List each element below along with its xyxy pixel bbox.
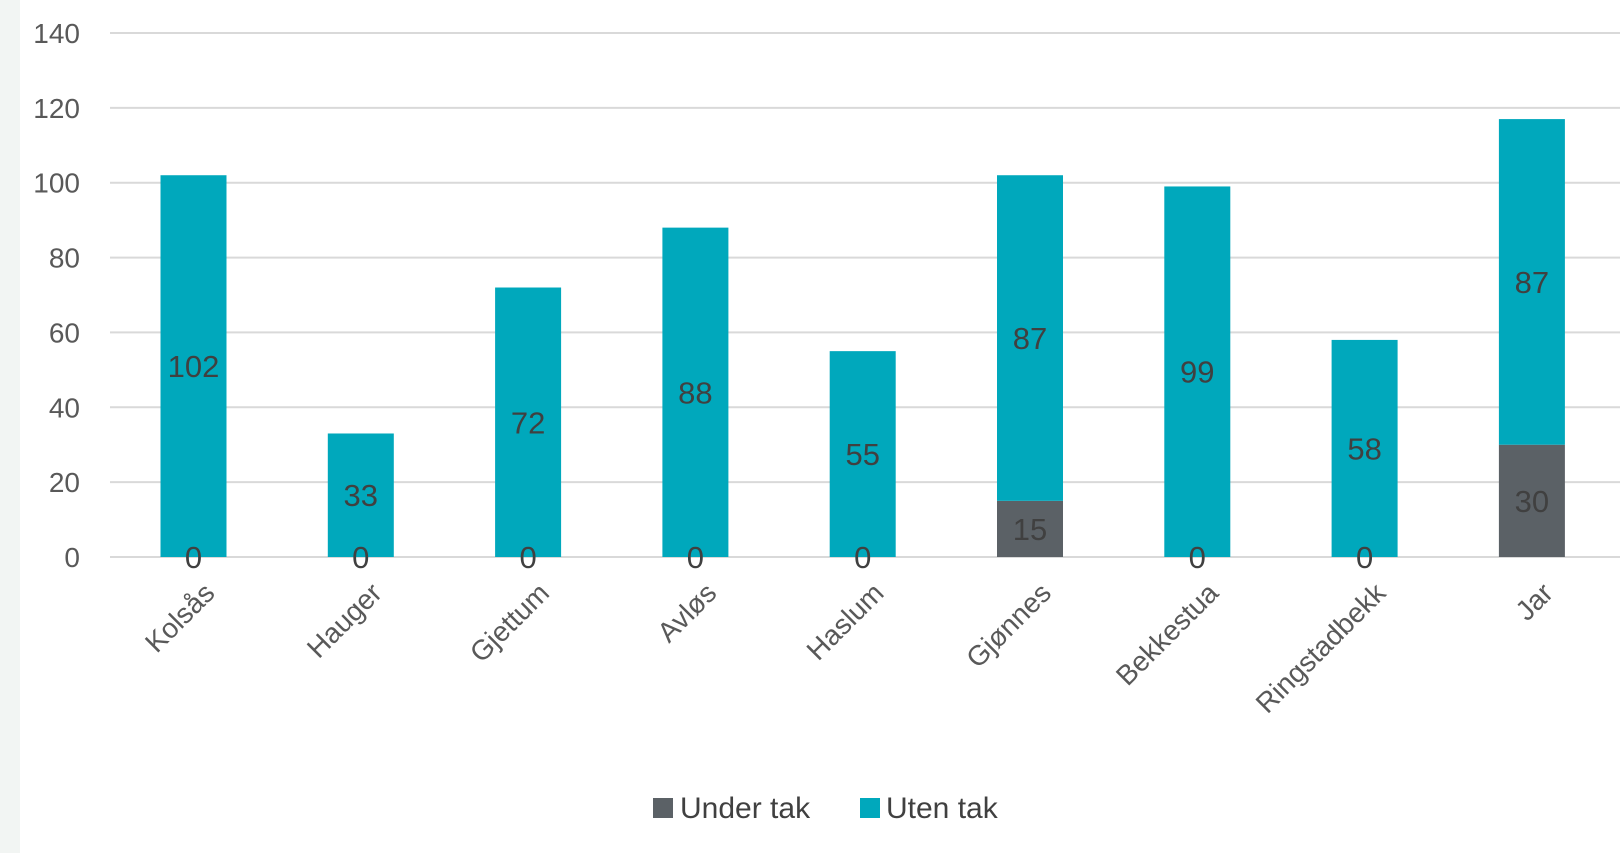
y-tick-label: 20: [49, 467, 80, 498]
data-labels: 0 102 0 33 0 72 0 88 0 55 15 87 0 99 0 58 30 87: [168, 265, 1550, 575]
y-axis-ticks: 0 20 40 60 80 100 120 140: [33, 18, 80, 573]
data-label-under-tak-6: 0: [1189, 540, 1206, 575]
legend-swatch-under-tak: [653, 798, 673, 818]
data-label-under-tak-4: 0: [854, 540, 871, 575]
legend-swatch-uten-tak: [860, 798, 880, 818]
category-label-8: Jar: [1509, 577, 1558, 626]
y-tick-label: 100: [33, 168, 80, 199]
category-labels: Kolsås Hauger Gjettum Avløs Haslum Gjønnes Bek…: [139, 576, 1559, 719]
data-label-uten-tak-3: 88: [678, 375, 712, 410]
data-label-under-tak-8: 30: [1515, 484, 1549, 519]
data-label-under-tak-5: 15: [1013, 512, 1047, 547]
data-label-under-tak-3: 0: [687, 540, 704, 575]
y-tick-label: 40: [49, 392, 80, 423]
bar-uten-tak-4: [829, 351, 896, 557]
legend-label-uten-tak: Uten tak: [886, 792, 999, 825]
bar-uten-tak-1: [327, 433, 394, 557]
data-label-uten-tak-7: 58: [1347, 431, 1381, 466]
y-tick-label: 120: [33, 93, 80, 124]
data-label-uten-tak-6: 99: [1180, 355, 1214, 390]
category-label-0: Kolsås: [139, 577, 220, 658]
bar-under-tak-5: [997, 500, 1063, 557]
data-label-uten-tak-0: 102: [168, 349, 220, 384]
data-label-under-tak-1: 0: [352, 540, 369, 575]
category-label-3: Avløs: [651, 577, 722, 648]
data-label-uten-tak-2: 72: [511, 405, 545, 440]
bars: [160, 119, 1565, 557]
bar-uten-tak-2: [495, 287, 562, 557]
bar-under-tak-8: [1498, 444, 1565, 557]
bar-uten-tak-5: [997, 175, 1063, 501]
page-edge-strip: [0, 0, 20, 853]
data-label-uten-tak-8: 87: [1515, 265, 1549, 300]
bar-uten-tak-0: [160, 175, 227, 557]
data-label-under-tak-7: 0: [1356, 540, 1373, 575]
y-tick-label: 60: [49, 317, 80, 348]
data-label-uten-tak-4: 55: [845, 437, 879, 472]
bar-uten-tak-3: [662, 227, 729, 557]
data-label-uten-tak-5: 87: [1013, 321, 1047, 356]
bar-uten-tak-7: [1331, 339, 1398, 557]
legend: Under tak Uten tak: [653, 792, 999, 825]
category-label-4: Haslum: [801, 577, 890, 666]
category-label-6: Bekkestua: [1110, 577, 1225, 692]
bar-uten-tak-8: [1498, 119, 1565, 445]
y-tick-label: 140: [33, 18, 80, 49]
category-label-1: Hauger: [301, 577, 388, 664]
bar-uten-tak-6: [1164, 186, 1231, 557]
category-label-5: Gjønnes: [960, 577, 1057, 674]
data-label-uten-tak-1: 33: [344, 478, 378, 513]
category-label-7: Ringstadbekk: [1250, 576, 1393, 719]
data-label-under-tak-2: 0: [519, 540, 536, 575]
legend-label-under-tak: Under tak: [680, 792, 811, 825]
category-label-2: Gjettum: [464, 577, 555, 668]
y-tick-label: 80: [49, 243, 80, 274]
y-tick-label: 0: [64, 542, 80, 573]
data-label-under-tak-0: 0: [185, 540, 202, 575]
